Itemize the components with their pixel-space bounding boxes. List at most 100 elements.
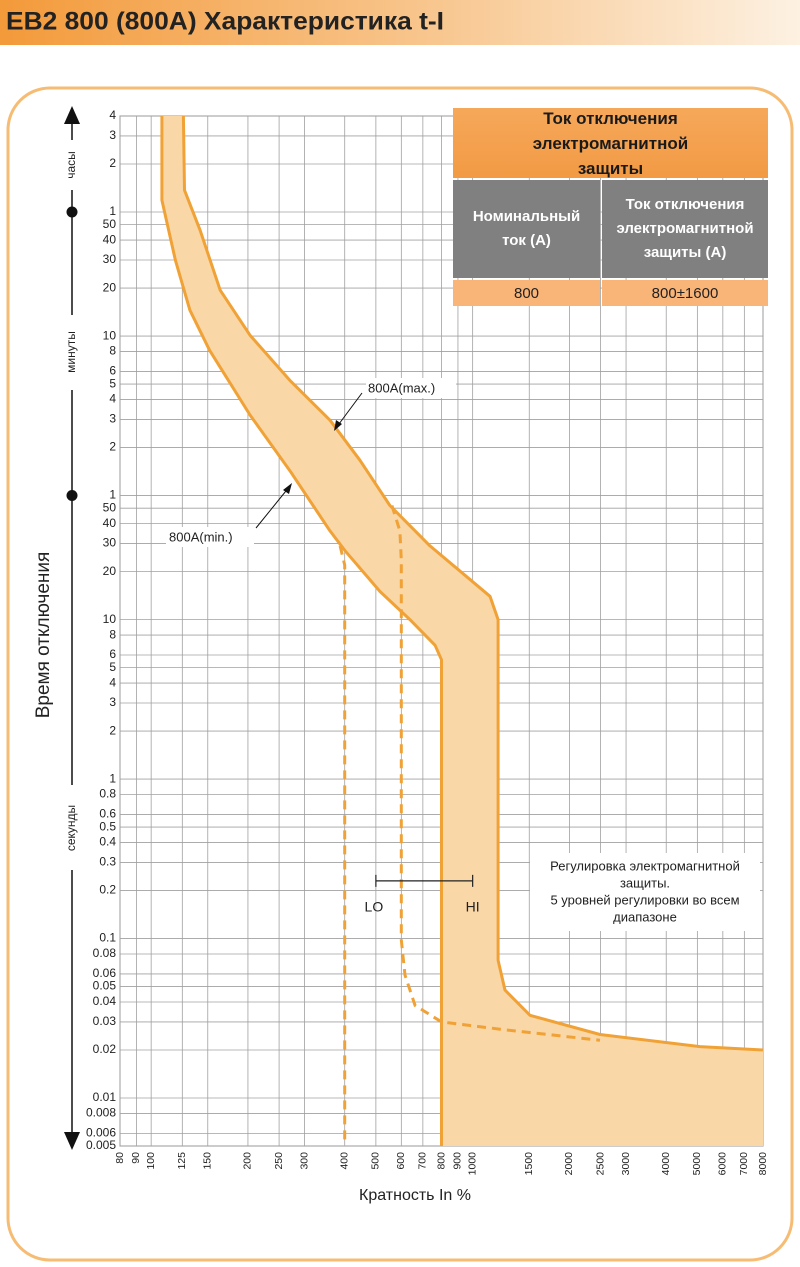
y-tick-label: 2 xyxy=(109,723,116,737)
y-tick-label: 0.6 xyxy=(99,807,116,821)
x-tick-label: 800 xyxy=(435,1152,447,1170)
x-tick-label: 4000 xyxy=(660,1152,672,1176)
note-line: диапазоне xyxy=(613,909,677,924)
y-tick-label: 10 xyxy=(103,328,117,342)
y-tick-label: 40 xyxy=(103,232,117,246)
y-tick-label: 3 xyxy=(109,128,116,142)
y-tick-label: 40 xyxy=(103,516,117,530)
pointer xyxy=(335,392,363,429)
x-tick-label: 3000 xyxy=(620,1152,632,1176)
unit-label: секунды xyxy=(64,805,78,851)
y-tick-label: 6 xyxy=(109,364,116,378)
band-fill xyxy=(161,116,763,1146)
series-label: 800A(max.) xyxy=(368,380,435,395)
overlay: часы минуты секунды Время отключения Кра… xyxy=(33,106,760,1204)
pointer-head xyxy=(334,420,342,431)
label-bg xyxy=(166,527,254,547)
y-tick-label: 3 xyxy=(109,695,116,709)
axis-arrow-down xyxy=(64,1132,80,1150)
y-tick-label: 0.006 xyxy=(86,1126,116,1140)
header-bar xyxy=(0,0,800,45)
table-title: Ток отключения электромагнитной защиты xyxy=(453,108,768,178)
x-tick-label: 200 xyxy=(242,1152,254,1170)
table-header: Ток отключения электромагнитной защиты (… xyxy=(602,180,768,278)
unit-gap xyxy=(64,785,80,870)
pointer-head xyxy=(283,483,292,494)
x-tick-label: 300 xyxy=(298,1152,310,1170)
dashed-curve xyxy=(338,545,347,1146)
dashed-curve xyxy=(390,505,601,1042)
x-tick-label: 80 xyxy=(114,1152,126,1164)
y-tick-label: 1 xyxy=(109,488,116,502)
x-tick-label: 900 xyxy=(452,1152,464,1170)
pointer xyxy=(255,485,291,529)
x-tick-label: 6000 xyxy=(717,1152,729,1176)
x-tick-label: 1500 xyxy=(523,1152,535,1176)
table-header: Номинальный ток (A) xyxy=(453,180,600,278)
y-tick-label: 0.2 xyxy=(99,883,116,897)
y-tick-label: 1 xyxy=(109,771,116,785)
x-tick-label: 8000 xyxy=(757,1152,769,1176)
x-axis-title: Кратность In % xyxy=(359,1187,471,1204)
bracket-label: LO xyxy=(365,899,384,915)
page-title: EB2 800 (800A) Характеристика t-I xyxy=(6,8,444,36)
y-tick-label: 30 xyxy=(103,536,117,550)
y-tick-label: 0.3 xyxy=(99,855,116,869)
x-tick-label: 2000 xyxy=(563,1152,575,1176)
y-tick-label: 30 xyxy=(103,252,117,266)
series-label: 800A(min.) xyxy=(169,529,233,544)
y-tick-label: 8 xyxy=(109,344,116,358)
y-tick-label: 5 xyxy=(109,376,116,390)
y-tick-label: 2 xyxy=(109,440,116,454)
y-tick-label: 0.08 xyxy=(93,946,117,960)
y-tick-label: 0.005 xyxy=(86,1138,116,1152)
y-tick-label: 0.8 xyxy=(99,787,116,801)
table: Ток отключения электромагнитной защиты Н… xyxy=(453,108,768,306)
y-tick-label: 20 xyxy=(103,280,117,294)
note-line: Регулировка электромагнитной xyxy=(550,858,740,873)
y-tick-label: 0.03 xyxy=(93,1014,117,1028)
y-tick-label: 0.4 xyxy=(99,835,116,849)
y-tick-label: 0.01 xyxy=(93,1090,117,1104)
table-cell: 800±1600 xyxy=(602,280,768,306)
x-tick-label: 125 xyxy=(176,1152,188,1170)
y-tick-label: 10 xyxy=(103,612,117,626)
note-line: 5 уровней регулировки во всем xyxy=(550,892,739,907)
x-tick-label: 250 xyxy=(273,1152,285,1170)
y-tick-label: 0.05 xyxy=(93,979,117,993)
x-tick-label: 400 xyxy=(339,1152,351,1170)
curve xyxy=(181,115,764,1052)
y-tick-label: 2 xyxy=(109,156,116,170)
table-cell: 800 xyxy=(453,280,600,306)
y-tick-label: 4 xyxy=(109,392,116,406)
unit-label: минуты xyxy=(64,331,78,373)
label-bg xyxy=(366,378,456,398)
y-tick-label: 0.06 xyxy=(93,966,117,980)
x-tick-label: 90 xyxy=(130,1152,142,1164)
note-line: защиты. xyxy=(620,875,670,890)
y-tick-label: 3 xyxy=(109,412,116,426)
x-tick-label: 500 xyxy=(370,1152,382,1170)
x-tick-label: 150 xyxy=(202,1152,214,1170)
x-tick-label: 100 xyxy=(145,1152,157,1170)
unit-label: часы xyxy=(64,151,78,179)
y-tick-label: 0.02 xyxy=(93,1042,117,1056)
axis-arrow-up xyxy=(64,106,80,124)
y-axis-title: Время отключения xyxy=(33,552,54,719)
x-tick-label: 5000 xyxy=(691,1152,703,1176)
x-tick-label: 600 xyxy=(395,1152,407,1170)
x-tick-label: 1000 xyxy=(466,1152,478,1176)
y-tick-label: 4 xyxy=(109,675,116,689)
y-tick-label: 0.008 xyxy=(86,1106,116,1120)
note-bg xyxy=(530,853,760,931)
y-tick-label: 50 xyxy=(103,217,117,231)
y-tick-label: 0.1 xyxy=(99,931,116,945)
curve xyxy=(160,116,443,1146)
y-tick-label: 50 xyxy=(103,500,117,514)
x-tick-label: 700 xyxy=(417,1152,429,1170)
x-tick-label: 2500 xyxy=(594,1152,606,1176)
y-tick-label: 6 xyxy=(109,647,116,661)
y-tick-label: 0.5 xyxy=(99,819,116,833)
y-tick-label: 5 xyxy=(109,660,116,674)
